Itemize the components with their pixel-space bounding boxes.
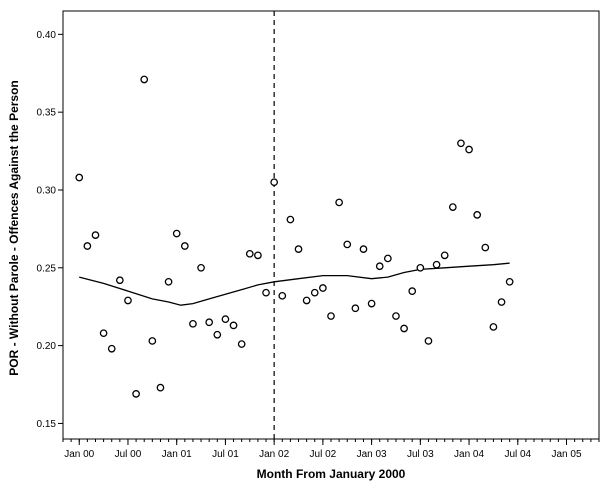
data-point	[359, 245, 368, 253]
data-point	[205, 318, 214, 327]
data-point	[221, 315, 230, 324]
data-point	[213, 330, 222, 339]
data-point	[440, 251, 449, 260]
x-tick-label: Jul 04	[504, 449, 531, 460]
data-point	[91, 231, 100, 239]
data-point	[294, 245, 303, 253]
y-tick-label: 0.30	[37, 185, 57, 196]
data-point	[351, 304, 360, 313]
data-point	[197, 263, 205, 272]
data-point	[343, 240, 352, 249]
data-point	[408, 287, 417, 295]
trend-line	[79, 262, 510, 306]
x-tick-label: Jul 00	[115, 449, 142, 460]
data-point	[465, 145, 473, 154]
x-tick-label: Jan 03	[357, 449, 387, 460]
data-point	[237, 340, 246, 348]
x-tick-label: Jul 03	[407, 449, 434, 460]
data-point	[189, 319, 197, 328]
x-tick-label: Jul 02	[310, 449, 337, 460]
data-point	[310, 288, 319, 297]
data-point	[254, 251, 262, 260]
data-point	[457, 139, 465, 148]
data-point	[148, 337, 157, 345]
data-point	[302, 296, 311, 305]
data-point	[416, 263, 425, 272]
data-point	[327, 312, 335, 320]
data-point	[335, 198, 343, 207]
data-point	[375, 262, 384, 271]
data-points	[75, 75, 514, 398]
x-tick-label: Jan 01	[162, 449, 192, 460]
x-tick-label: Jan 04	[454, 449, 484, 460]
data-point	[172, 229, 181, 238]
data-point	[156, 383, 165, 392]
x-axis-title: Month From January 2000	[257, 467, 406, 481]
data-point	[319, 284, 327, 292]
data-point	[245, 249, 254, 258]
data-point	[99, 329, 108, 338]
y-axis-ticks: 0.15 0.20 0.25 0.30 0.35 0.40	[37, 30, 63, 430]
data-point	[497, 298, 506, 306]
data-point	[448, 203, 457, 211]
data-point	[83, 242, 92, 250]
data-point	[124, 296, 132, 305]
x-tick-label: Jan 05	[551, 449, 581, 460]
data-point	[180, 242, 189, 250]
y-tick-label: 0.35	[37, 108, 57, 119]
y-axis-title: POR - Without Parole - Offences Against …	[7, 80, 21, 375]
y-tick-label: 0.40	[37, 30, 57, 41]
data-point	[367, 299, 376, 308]
data-point	[164, 277, 173, 286]
data-point	[489, 323, 498, 331]
data-point	[132, 390, 140, 398]
data-point	[424, 337, 433, 345]
data-point	[270, 178, 279, 187]
data-point	[400, 324, 408, 333]
y-tick-label: 0.20	[37, 341, 57, 352]
data-point	[262, 288, 270, 297]
data-point	[392, 312, 400, 320]
data-point	[473, 211, 482, 219]
data-point	[286, 215, 295, 224]
x-tick-label: Jan 00	[64, 449, 94, 460]
plot-frame	[62, 10, 600, 440]
x-tick-label: Jan 02	[259, 449, 289, 460]
data-point	[505, 277, 514, 286]
data-point	[75, 173, 84, 182]
data-point	[481, 243, 490, 252]
x-axis-ticks: Jan 00 Jul 00 Jan 01 Jul 01 Jan 02 Jul 02 Jan …	[62, 439, 600, 460]
data-point	[107, 344, 116, 353]
x-tick-label: Jul 01	[212, 449, 239, 460]
data-point	[115, 276, 124, 285]
data-point	[383, 254, 392, 263]
y-tick-label: 0.15	[37, 419, 57, 430]
data-point	[432, 260, 441, 269]
data-point	[278, 291, 287, 300]
data-point	[229, 321, 238, 330]
y-tick-label: 0.25	[37, 263, 57, 274]
data-point	[140, 75, 149, 84]
